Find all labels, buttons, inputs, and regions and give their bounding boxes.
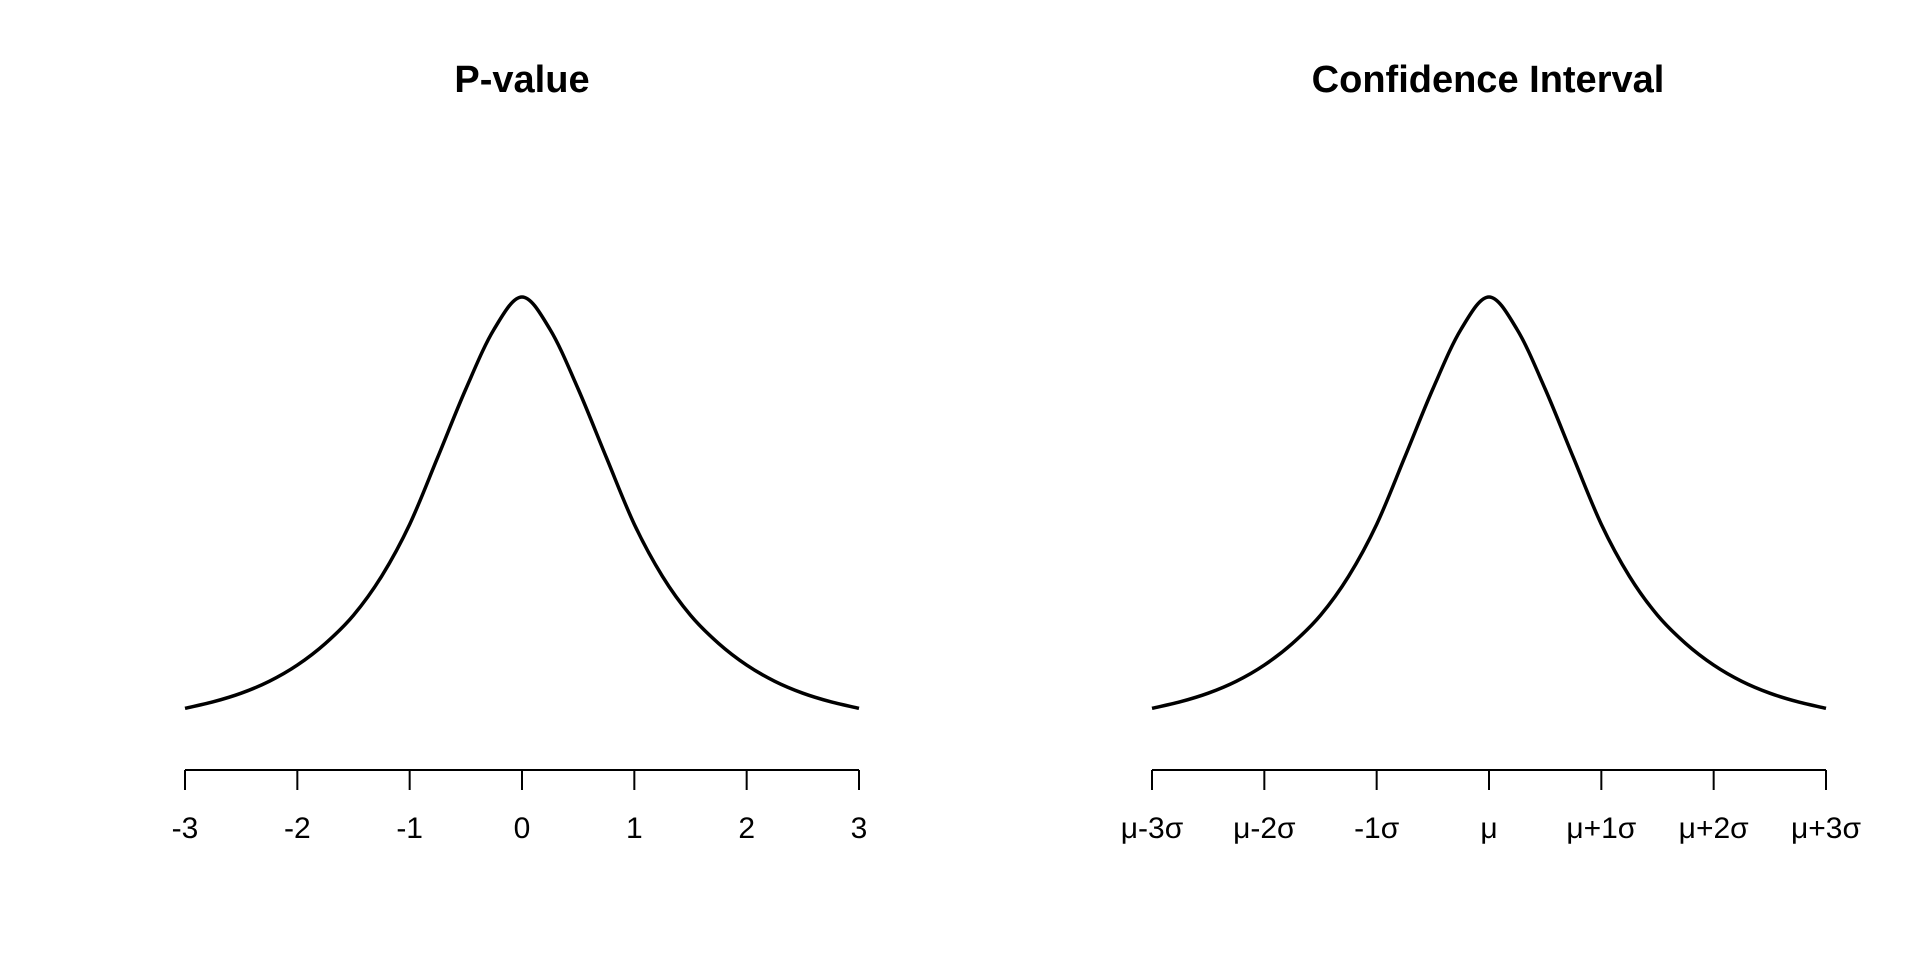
series-line [184, 295, 860, 711]
x-tick-label: -2 [284, 812, 311, 845]
x-tick-label: 2 [738, 812, 755, 845]
series-line [1151, 295, 1827, 711]
x-tick-label: μ+3σ [1791, 812, 1861, 845]
x-axis-ticks: -3 -2 -1 0 1 2 3 [172, 770, 868, 845]
chart-title: Confidence Interval [1312, 59, 1665, 101]
x-tick-label: 0 [514, 812, 531, 845]
panel-right: Confidence Interval μ-3σ μ-2σ -1σ μ μ+1σ μ+2σ… [1121, 59, 1862, 845]
x-tick-label: -1σ [1354, 812, 1400, 845]
x-tick-label: 3 [851, 812, 868, 845]
x-tick-label: μ+1σ [1566, 812, 1636, 845]
x-tick-label: μ-2σ [1233, 812, 1296, 845]
x-tick-label: μ [1480, 812, 1497, 845]
chart-title: P-value [454, 59, 589, 101]
x-tick-label: -3 [172, 812, 199, 845]
x-tick-label: μ-3σ [1121, 812, 1184, 845]
x-tick-label: μ+2σ [1679, 812, 1749, 845]
x-tick-label: 1 [626, 812, 643, 845]
panel-left: P-value -3 -2 -1 0 1 2 3 [172, 59, 868, 845]
x-tick-label: -1 [396, 812, 423, 845]
x-axis-ticks: μ-3σ μ-2σ -1σ μ μ+1σ μ+2σ μ+3σ [1121, 770, 1861, 845]
